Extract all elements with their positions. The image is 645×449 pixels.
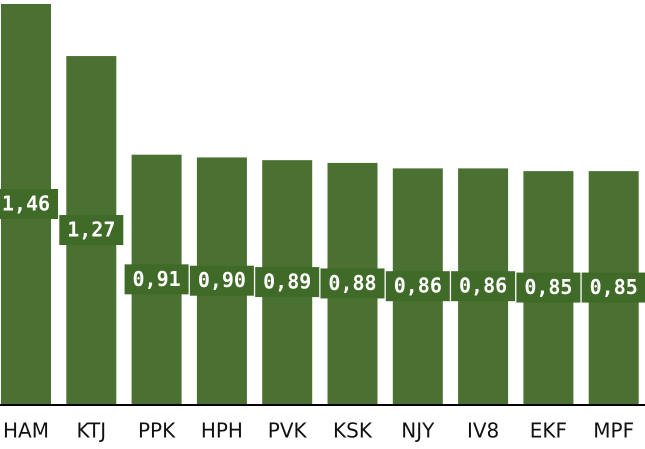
value-label: 0,86 — [394, 274, 442, 298]
x-tick-label: MPF — [593, 419, 634, 443]
value-label: 1,46 — [2, 192, 50, 216]
value-label: 0,89 — [263, 270, 311, 294]
x-tick-label: EKF — [530, 419, 567, 443]
value-label-box — [385, 271, 450, 302]
value-label: 0,85 — [590, 275, 638, 299]
x-tick-label: IV8 — [467, 419, 499, 443]
value-label: 0,88 — [328, 271, 376, 295]
value-label: 1,27 — [67, 218, 115, 242]
x-tick-label: PPK — [138, 419, 176, 443]
value-label: 0,91 — [133, 267, 181, 291]
x-tick-label: NJY — [401, 419, 435, 443]
value-label: 0,85 — [524, 275, 572, 299]
value-label-box — [59, 215, 124, 246]
value-label-box — [451, 271, 516, 302]
value-label-box — [124, 264, 189, 295]
x-tick-label: KTJ — [76, 419, 106, 443]
value-label-box — [516, 272, 581, 303]
value-label-box — [0, 189, 58, 219]
value-label-box — [320, 268, 385, 299]
value-label-box — [581, 272, 645, 303]
x-tick-label: HPH — [201, 419, 243, 443]
value-label: 0,90 — [198, 268, 246, 292]
value-label-box — [189, 265, 254, 296]
value-label-box — [255, 267, 320, 298]
value-label: 0,86 — [459, 274, 507, 298]
x-tick-label: KSK — [333, 419, 373, 443]
x-tick-label: HAM — [3, 419, 49, 443]
x-tick-label: PVK — [268, 419, 308, 443]
